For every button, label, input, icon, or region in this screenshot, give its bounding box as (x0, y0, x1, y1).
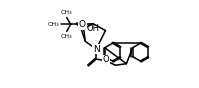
Text: N: N (93, 45, 100, 54)
Text: OH: OH (87, 24, 100, 33)
Text: CH₃: CH₃ (61, 10, 73, 15)
Text: CH₃: CH₃ (48, 22, 60, 27)
Text: CH₃: CH₃ (61, 34, 73, 39)
Text: O: O (103, 55, 110, 64)
Text: O: O (79, 20, 86, 29)
